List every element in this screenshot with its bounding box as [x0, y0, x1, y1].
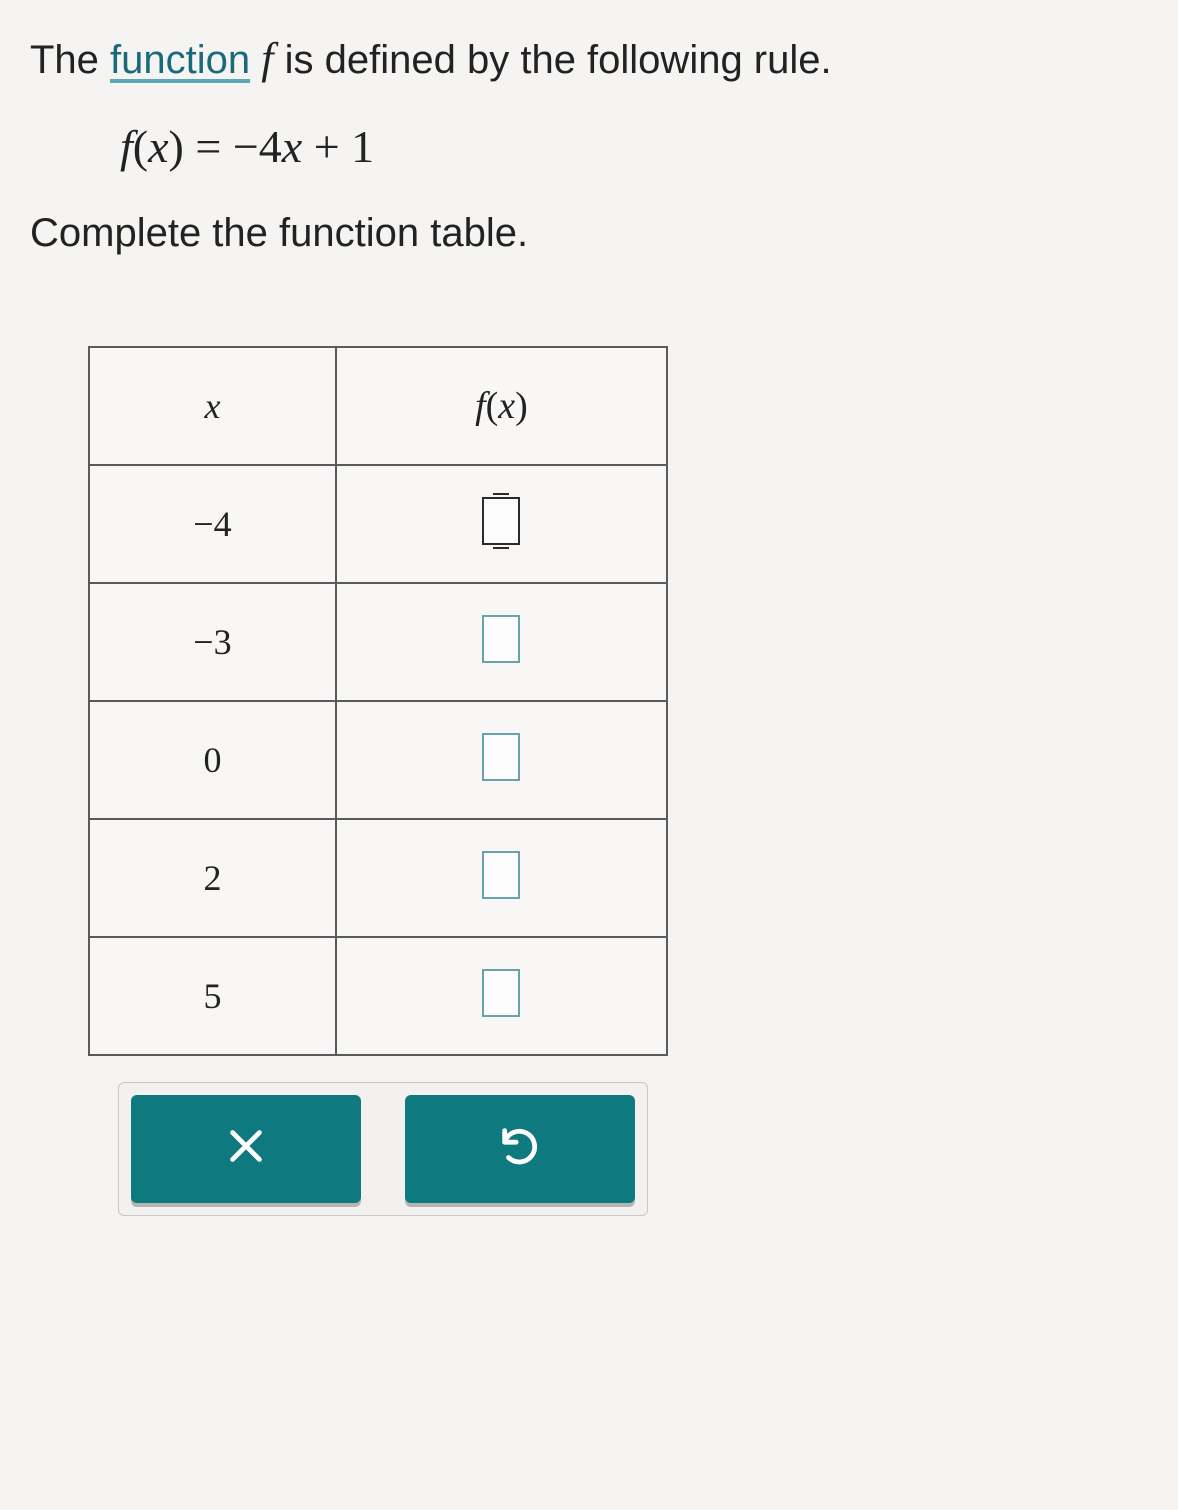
table-row: −4	[89, 465, 667, 583]
header-fx-close: )	[515, 385, 528, 427]
table-row: 0	[89, 701, 667, 819]
function-link[interactable]: function	[110, 38, 250, 82]
fx-input[interactable]	[482, 497, 520, 545]
fx-cell	[336, 819, 667, 937]
eq-const: 1	[351, 121, 374, 172]
function-table: x f(x) −4 −3 0 2	[88, 346, 668, 1056]
fx-cell	[336, 465, 667, 583]
table-header-x: x	[89, 347, 336, 465]
table-row: −3	[89, 583, 667, 701]
prompt-text-pre: The	[30, 38, 110, 82]
prompt-text-post: is defined by the following rule.	[274, 38, 832, 82]
fx-cell	[336, 701, 667, 819]
eq-open: (	[133, 121, 148, 172]
f-variable: f	[261, 34, 273, 83]
close-icon	[223, 1123, 269, 1174]
button-row	[118, 1082, 648, 1216]
eq-f: f	[120, 121, 133, 172]
fx-input[interactable]	[482, 969, 520, 1017]
prompt-text-mid	[250, 38, 261, 82]
eq-plus: +	[302, 121, 351, 172]
eq-x1: x	[148, 121, 168, 172]
header-fx-open: (	[486, 385, 499, 427]
fx-input[interactable]	[482, 615, 520, 663]
table-row: 2	[89, 819, 667, 937]
x-cell: 2	[89, 819, 336, 937]
header-fx-f: f	[475, 385, 486, 427]
x-cell: −4	[89, 465, 336, 583]
table-row: 5	[89, 937, 667, 1055]
eq-neg: −	[233, 121, 259, 172]
clear-button[interactable]	[131, 1095, 361, 1203]
eq-close: )	[169, 121, 184, 172]
header-fx-x: x	[498, 385, 515, 427]
fx-cell	[336, 583, 667, 701]
x-cell: 5	[89, 937, 336, 1055]
function-table-wrap: x f(x) −4 −3 0 2	[88, 346, 668, 1056]
prompt-line-2: Complete the function table.	[30, 211, 1148, 256]
equation: f(x) = −4x + 1	[120, 120, 1148, 173]
undo-icon	[497, 1123, 543, 1174]
fx-input[interactable]	[482, 851, 520, 899]
table-body: −4 −3 0 2 5	[89, 465, 667, 1055]
table-header-fx: f(x)	[336, 347, 667, 465]
fx-input[interactable]	[482, 733, 520, 781]
x-cell: 0	[89, 701, 336, 819]
prompt-line-1: The function f is defined by the followi…	[30, 28, 1148, 90]
fx-cell	[336, 937, 667, 1055]
eq-equals: =	[184, 121, 233, 172]
eq-x2: x	[282, 121, 302, 172]
reset-button[interactable]	[405, 1095, 635, 1203]
x-cell: −3	[89, 583, 336, 701]
eq-coef: 4	[259, 121, 282, 172]
